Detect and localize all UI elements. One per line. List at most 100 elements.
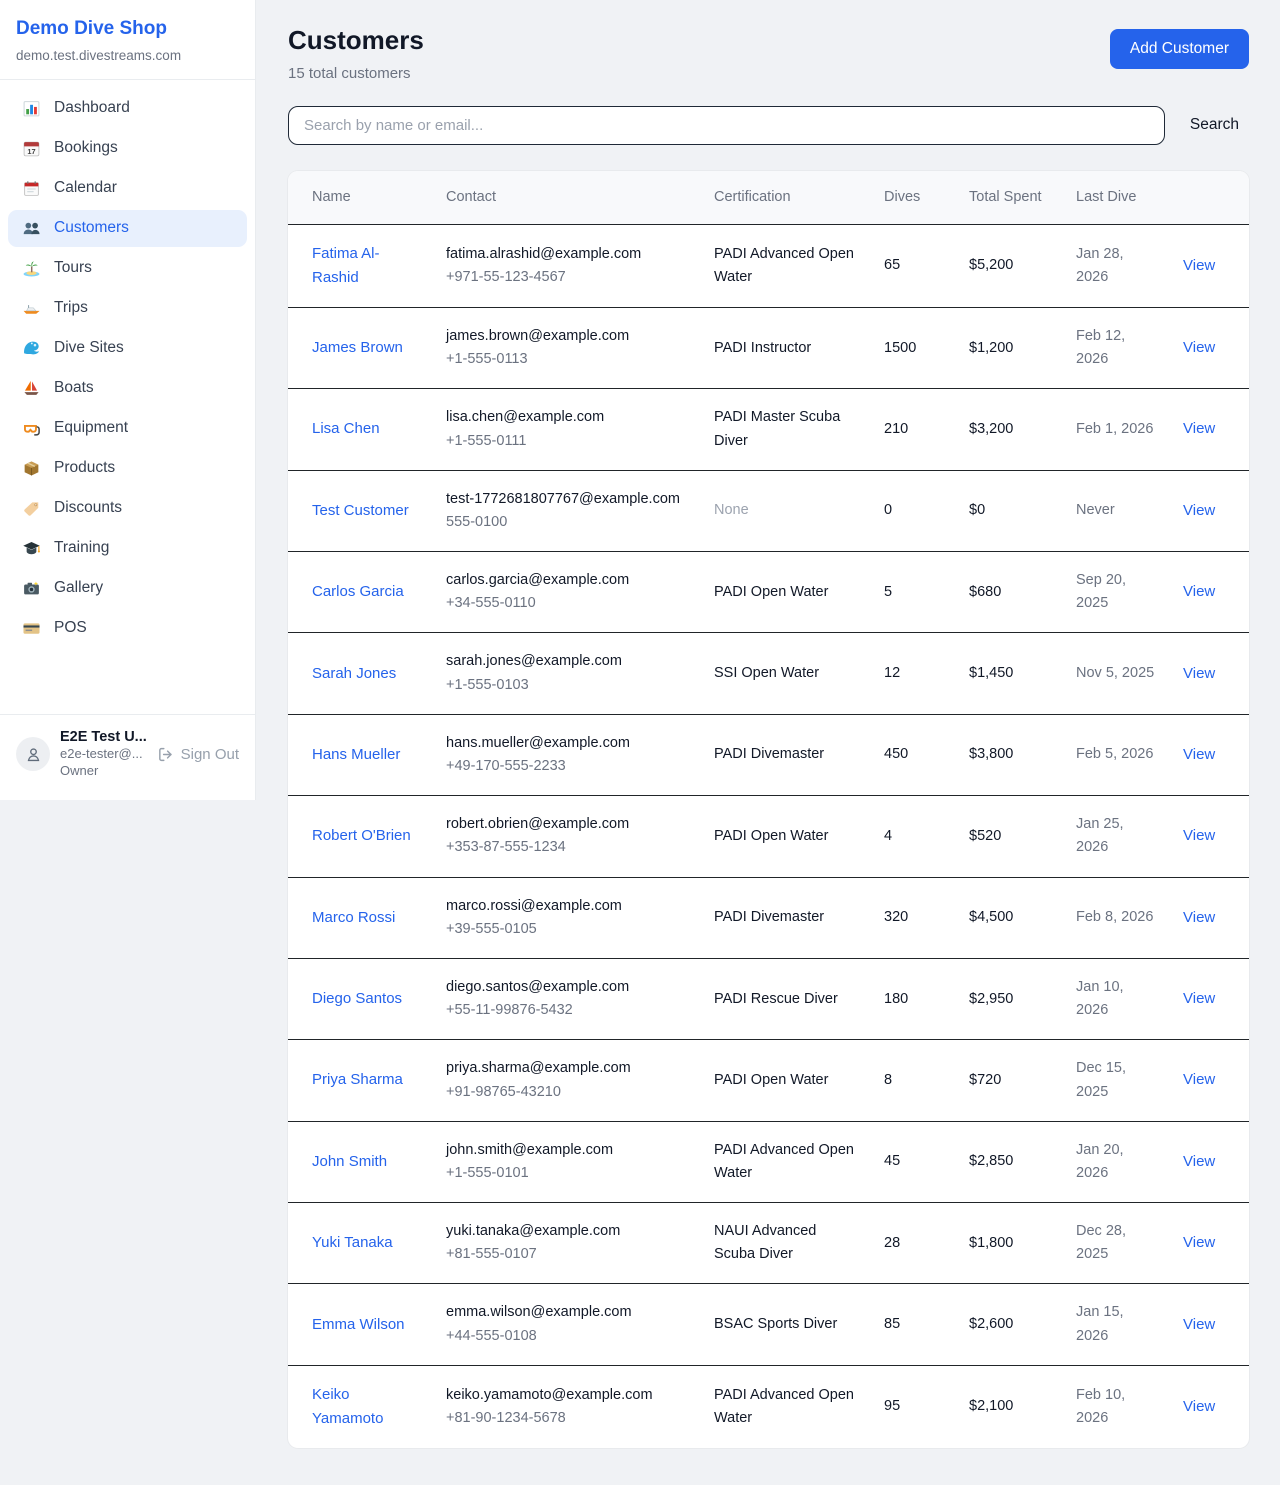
view-customer-link[interactable]: View	[1183, 745, 1216, 763]
table-row: Hans Mueller hans.mueller@example.com +49-…	[288, 714, 1249, 797]
customer-contact-cell: keiko.yamamoto@example.com +81-90-1234-56…	[434, 1365, 702, 1448]
sidebar-item-label: Boats	[54, 379, 94, 397]
search-button[interactable]: Search	[1180, 108, 1249, 142]
customer-email: test-1772681807767@example.com	[446, 490, 680, 507]
customer-certification: None	[702, 470, 872, 553]
user-role: Owner	[60, 763, 99, 779]
column-header-total-spent: Total Spent	[957, 170, 1064, 225]
customer-name-link[interactable]: Sarah Jones	[312, 664, 397, 682]
view-customer-link[interactable]: View	[1183, 908, 1216, 926]
customer-email: fatima.alrashid@example.com	[446, 245, 642, 262]
customer-name-link[interactable]: Diego Santos	[312, 990, 403, 1008]
customer-name-cell: Robert O'Brien	[288, 795, 434, 878]
table-row: Diego Santos diego.santos@example.com +55-…	[288, 958, 1249, 1041]
sign-out-button[interactable]: Sign Out	[157, 746, 239, 763]
customer-certification: PADI Open Water	[702, 551, 872, 634]
sidebar-item-trips[interactable]: Trips	[8, 290, 247, 327]
package-icon	[22, 459, 41, 478]
sailboat-icon	[22, 379, 41, 398]
customer-name-link[interactable]: Keiko Yamamoto	[312, 1385, 384, 1428]
customer-certification: PADI Advanced Open Water	[702, 1121, 872, 1204]
sidebar-item-customers[interactable]: Customers	[8, 209, 247, 247]
column-header-dives: Dives	[872, 170, 957, 225]
sidebar-item-label: Calendar	[54, 179, 117, 197]
customer-total-spent: $2,850	[957, 1121, 1064, 1204]
customer-contact-cell: james.brown@example.com +1-555-0113	[434, 307, 702, 390]
view-customer-link[interactable]: View	[1183, 1152, 1216, 1170]
customer-action-cell: View	[1171, 1202, 1249, 1285]
sidebar-item-dashboard[interactable]: Dashboard	[8, 90, 247, 127]
customer-contact-cell: fatima.alrashid@example.com +971-55-123-4…	[434, 224, 702, 308]
table-row: Yuki Tanaka yuki.tanaka@example.com +81-55…	[288, 1202, 1249, 1285]
view-customer-link[interactable]: View	[1183, 339, 1216, 357]
customer-dives: 450	[872, 714, 957, 797]
customer-phone: +49-170-555-2233	[446, 758, 566, 775]
sidebar-item-tours[interactable]: Tours	[8, 250, 247, 287]
view-customer-link[interactable]: View	[1183, 827, 1216, 845]
customer-last-dive: Feb 12, 2026	[1064, 307, 1171, 390]
customer-name-link[interactable]: John Smith	[312, 1152, 388, 1170]
customer-phone: +81-90-1234-5678	[446, 1410, 566, 1427]
customer-phone: +1-555-0101	[446, 1164, 529, 1181]
sidebar-item-calendar[interactable]: Calendar	[8, 170, 247, 207]
view-customer-link[interactable]: View	[1183, 256, 1216, 274]
customer-phone: +353-87-555-1234	[446, 839, 566, 856]
customer-name-link[interactable]: Lisa Chen	[312, 420, 380, 438]
customer-name-cell: Carlos Garcia	[288, 551, 434, 634]
view-customer-link[interactable]: View	[1183, 664, 1216, 682]
sidebar-item-bookings[interactable]: 17 Bookings	[8, 130, 247, 167]
customer-certification: PADI Divemaster	[702, 714, 872, 797]
customer-name-cell: Test Customer	[288, 470, 434, 553]
customer-dives: 65	[872, 224, 957, 308]
customer-action-cell: View	[1171, 1039, 1249, 1122]
customer-last-dive: Feb 5, 2026	[1064, 714, 1171, 797]
search-input[interactable]	[288, 105, 1165, 145]
customer-name-link[interactable]: Carlos Garcia	[312, 583, 404, 601]
customer-contact-cell: marco.rossi@example.com +39-555-0105	[434, 877, 702, 959]
sidebar-item-label: Dashboard	[54, 99, 130, 117]
customer-name-link[interactable]: Yuki Tanaka	[312, 1234, 393, 1252]
sidebar-item-gallery[interactable]: Gallery	[8, 570, 247, 607]
sidebar-item-discounts[interactable]: Discounts	[8, 490, 247, 527]
customer-name-link[interactable]: Fatima Al-Rashid	[312, 244, 380, 286]
sidebar-item-label: Gallery	[54, 579, 104, 597]
view-customer-link[interactable]: View	[1183, 1234, 1216, 1252]
sidebar-item-dive-sites[interactable]: Dive Sites	[8, 330, 247, 367]
customer-last-dive: Jan 25, 2026	[1064, 795, 1171, 878]
customer-name-link[interactable]: Robert O'Brien	[312, 827, 411, 845]
customer-last-dive: Dec 28, 2025	[1064, 1202, 1171, 1285]
customer-name-link[interactable]: Test Customer	[312, 501, 409, 519]
view-customer-link[interactable]: View	[1183, 1071, 1216, 1089]
customer-name-cell: Priya Sharma	[288, 1039, 434, 1122]
customer-certification: BSAC Sports Diver	[702, 1283, 872, 1366]
customer-contact-cell: emma.wilson@example.com +44-555-0108	[434, 1283, 702, 1366]
customer-action-cell: View	[1171, 307, 1249, 390]
customer-name-link[interactable]: Priya Sharma	[312, 1071, 403, 1089]
customer-email: james.brown@example.com	[446, 327, 630, 344]
sidebar-item-label: Training	[54, 539, 110, 557]
customer-name-link[interactable]: Marco Rossi	[312, 908, 396, 926]
customer-total-spent: $4,500	[957, 877, 1064, 959]
customer-name-link[interactable]: Emma Wilson	[312, 1315, 405, 1333]
add-customer-button[interactable]: Add Customer	[1109, 29, 1249, 69]
table-row: Marco Rossi marco.rossi@example.com +39-55…	[288, 877, 1249, 959]
customer-name-link[interactable]: James Brown	[312, 339, 403, 357]
view-customer-link[interactable]: View	[1183, 583, 1216, 601]
sidebar-item-pos[interactable]: POS	[8, 610, 247, 647]
view-customer-link[interactable]: View	[1183, 501, 1216, 519]
view-customer-link[interactable]: View	[1183, 990, 1216, 1008]
customer-dives: 1500	[872, 307, 957, 390]
customer-name-link[interactable]: Hans Mueller	[312, 745, 401, 763]
view-customer-link[interactable]: View	[1183, 1315, 1216, 1333]
sidebar-item-equipment[interactable]: Equipment	[8, 410, 247, 447]
table-header-row: Name Contact Certification Dives Total Spent…	[288, 170, 1249, 225]
view-customer-link[interactable]: View	[1183, 420, 1216, 438]
customer-certification: PADI Divemaster	[702, 877, 872, 959]
sidebar-item-boats[interactable]: Boats	[8, 370, 247, 407]
customers-table-card: Name Contact Certification Dives Total Spent…	[288, 170, 1249, 1449]
sidebar-item-products[interactable]: Products	[8, 450, 247, 487]
table-row: Priya Sharma priya.sharma@example.com +91-…	[288, 1039, 1249, 1122]
sidebar-item-training[interactable]: Training	[8, 530, 247, 567]
view-customer-link[interactable]: View	[1183, 1397, 1216, 1415]
customer-action-cell: View	[1171, 632, 1249, 715]
